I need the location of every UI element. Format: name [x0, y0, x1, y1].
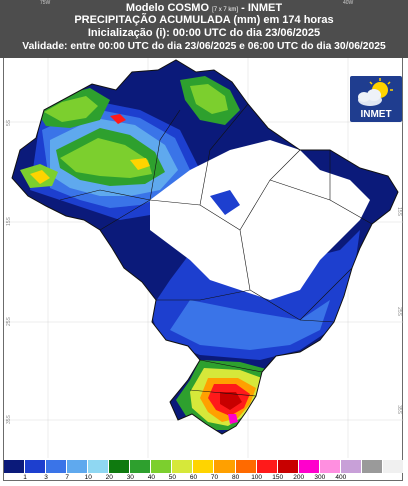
legend-swatch — [298, 460, 320, 473]
legend-swatch — [214, 460, 236, 473]
legend-tick-label: 60 — [189, 474, 198, 481]
legend-swatch — [88, 460, 110, 473]
model-prefix: Modelo COSMO — [125, 2, 213, 14]
init-time: Inicialização (i): 00:00 UTC do dia 23/0… — [87, 27, 321, 39]
map-header: Modelo COSMO [7 x 7 km] - INMET PRECIPIT… — [0, 0, 408, 58]
legend-swatch — [277, 460, 299, 473]
state-borders — [59, 103, 373, 397]
latitude-label: 25S — [396, 307, 402, 316]
legend-tick-label: 3 — [44, 474, 48, 481]
model-title: Modelo COSMO [7 x 7 km] - INMET — [0, 2, 408, 17]
legend-tick-label: 20 — [105, 474, 113, 481]
precipitation-field — [12, 60, 398, 434]
latitude-label: 15S — [6, 217, 12, 226]
legend-swatch — [361, 460, 383, 473]
legend-swatch — [319, 460, 341, 473]
inmet-logo: INMET — [350, 76, 402, 122]
logo-text: INMET — [360, 109, 392, 120]
legend-tick-label: 10 — [84, 474, 92, 481]
country-outline — [11, 59, 399, 435]
legend-swatch — [340, 460, 362, 473]
legend-swatch — [130, 460, 152, 473]
legend-tick-label: 150 — [272, 474, 284, 481]
legend-tick-label: 100 — [251, 474, 263, 481]
legend-swatch — [172, 460, 194, 473]
legend-tick-label: 200 — [293, 474, 305, 481]
legend-tick-label: 300 — [314, 474, 326, 481]
legend-tick-label: 50 — [168, 474, 177, 481]
latitude-label: 5S — [6, 119, 12, 126]
legend-swatch — [256, 460, 278, 473]
legend-swatch — [109, 460, 131, 473]
validity-range: Validade: entre 00:00 UTC do dia 23/06/2… — [22, 41, 386, 52]
legend-tick-label: 400 — [335, 474, 347, 481]
legend-tick-label: 70 — [210, 474, 219, 481]
legend-swatch — [193, 460, 215, 473]
latitude-label: 25S — [6, 317, 12, 326]
legend-swatch — [46, 460, 68, 473]
model-suffix: - INMET — [238, 2, 283, 14]
legend-swatch — [382, 460, 404, 473]
model-resolution: [7 x 7 km] — [212, 7, 239, 13]
legend-tick-label: 7 — [65, 474, 69, 481]
legend-swatch — [151, 460, 173, 473]
legend-swatch — [235, 460, 257, 473]
legend-tick-label: 40 — [147, 474, 155, 481]
legend-tick-label: 80 — [231, 474, 240, 481]
legend-swatch — [4, 460, 26, 473]
legend-swatch — [25, 460, 47, 473]
color-scale-labels: 1 3 7 10 20 30 40 50 60 70 80 100 150 200 300 400 — [4, 474, 404, 484]
latitude-label: 35S — [6, 415, 12, 424]
precipitation-color-scale — [4, 460, 404, 473]
legend-tick-label: 1 — [23, 474, 27, 481]
legend-tick-label: 30 — [126, 474, 134, 481]
legend-swatch — [67, 460, 89, 473]
latitude-label: 35S — [396, 405, 402, 414]
latitude-label: 15S — [396, 207, 402, 216]
longitude-label-left: 75W — [40, 0, 51, 6]
product-title: PRECIPITAÇÃO ACUMULADA (mm) em 174 horas — [74, 14, 334, 26]
longitude-label-right: 40W — [343, 0, 354, 6]
sun-cloud-icon — [358, 78, 393, 106]
